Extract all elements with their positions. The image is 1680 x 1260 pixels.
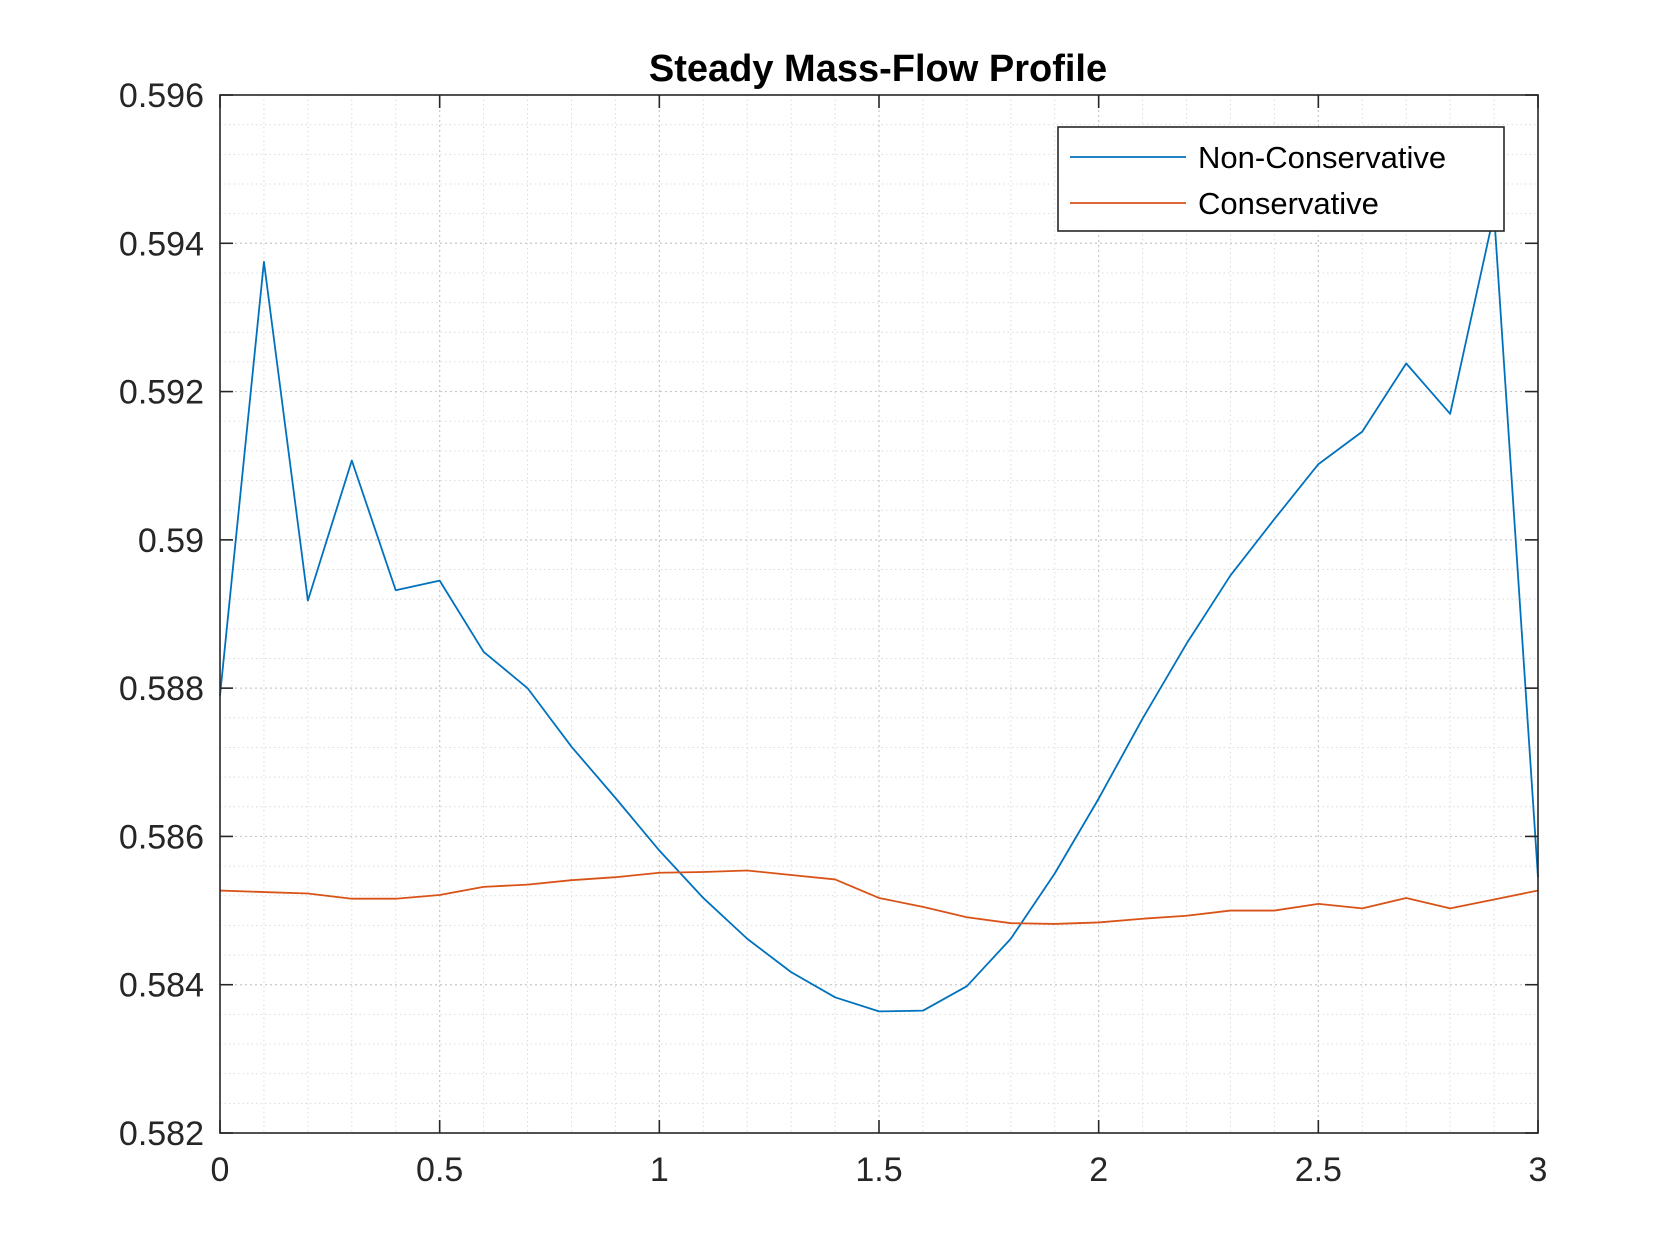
y-tick-label: 0.586 — [119, 818, 204, 856]
x-tick-label: 2 — [1089, 1151, 1108, 1189]
y-tick-label: 0.588 — [119, 670, 204, 708]
x-tick-label: 3 — [1529, 1151, 1548, 1189]
y-tick-label: 0.594 — [119, 225, 204, 263]
series-layer — [219, 212, 1539, 1013]
legend-box — [1057, 126, 1505, 232]
x-tick-label: 2.5 — [1295, 1151, 1342, 1189]
axis-ticks: 0 0.5 1 1.5 2 2.5 3 0.582 0.584 0.586 0.588 0.59 0.5… — [119, 77, 1548, 1189]
x-tick-label: 1.5 — [855, 1151, 902, 1189]
y-tick-label: 0.59 — [138, 522, 204, 560]
y-tick-label: 0.592 — [119, 374, 204, 412]
legend-label: Conservative — [1198, 186, 1379, 221]
grid — [220, 95, 1538, 1133]
y-tick-label: 0.582 — [119, 1115, 204, 1153]
y-tick-label: 0.596 — [119, 77, 204, 115]
series-line-non-conservative — [219, 212, 1539, 1013]
x-tick-label: 0.5 — [416, 1151, 463, 1189]
x-tick-label: 1 — [650, 1151, 669, 1189]
x-tick-label: 0 — [211, 1151, 230, 1189]
series-line-conservative — [219, 869, 1539, 925]
chart-title: Steady Mass-Flow Profile — [649, 48, 1107, 90]
y-tick-label: 0.584 — [119, 967, 204, 1005]
legend: Non-Conservative Conservative — [1057, 126, 1505, 232]
legend-label: Non-Conservative — [1198, 140, 1446, 175]
